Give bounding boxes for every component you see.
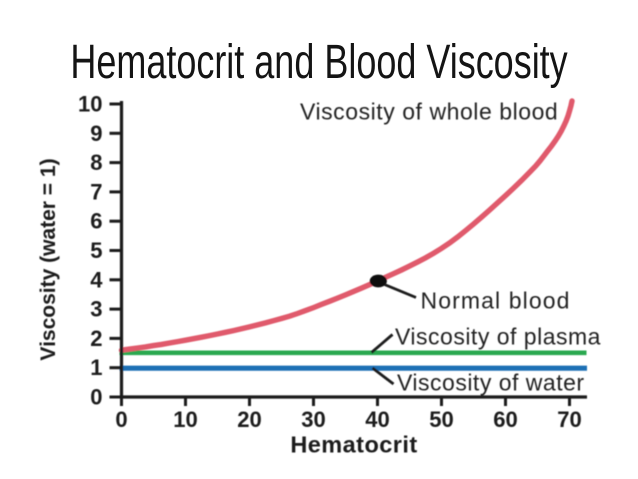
svg-text:10: 10 — [78, 92, 102, 117]
svg-text:Viscosity of water: Viscosity of water — [397, 370, 585, 396]
svg-text:Viscosity (water = 1): Viscosity (water = 1) — [37, 158, 60, 360]
svg-text:60: 60 — [493, 407, 517, 432]
svg-text:Normal blood: Normal blood — [421, 288, 571, 314]
svg-text:5: 5 — [90, 238, 102, 263]
svg-text:10: 10 — [173, 407, 197, 432]
svg-text:3: 3 — [90, 297, 102, 322]
svg-text:8: 8 — [90, 150, 102, 175]
svg-text:Viscosity of plasma: Viscosity of plasma — [395, 324, 601, 350]
svg-text:Hematocrit and Blood Viscosity: Hematocrit and Blood Viscosity — [70, 35, 568, 88]
svg-text:4: 4 — [90, 267, 103, 292]
svg-text:0: 0 — [90, 385, 102, 410]
svg-text:7: 7 — [90, 179, 102, 204]
svg-text:0: 0 — [115, 407, 127, 432]
svg-text:Viscosity of whole blood: Viscosity of whole blood — [300, 99, 558, 125]
svg-text:50: 50 — [429, 407, 453, 432]
svg-text:Hematocrit: Hematocrit — [290, 432, 417, 458]
svg-text:2: 2 — [90, 326, 102, 351]
svg-text:9: 9 — [90, 121, 102, 146]
svg-text:6: 6 — [90, 209, 102, 234]
svg-text:1: 1 — [90, 355, 102, 380]
svg-text:20: 20 — [237, 407, 261, 432]
svg-text:70: 70 — [557, 407, 581, 432]
svg-text:40: 40 — [365, 407, 389, 432]
svg-text:30: 30 — [301, 407, 325, 432]
